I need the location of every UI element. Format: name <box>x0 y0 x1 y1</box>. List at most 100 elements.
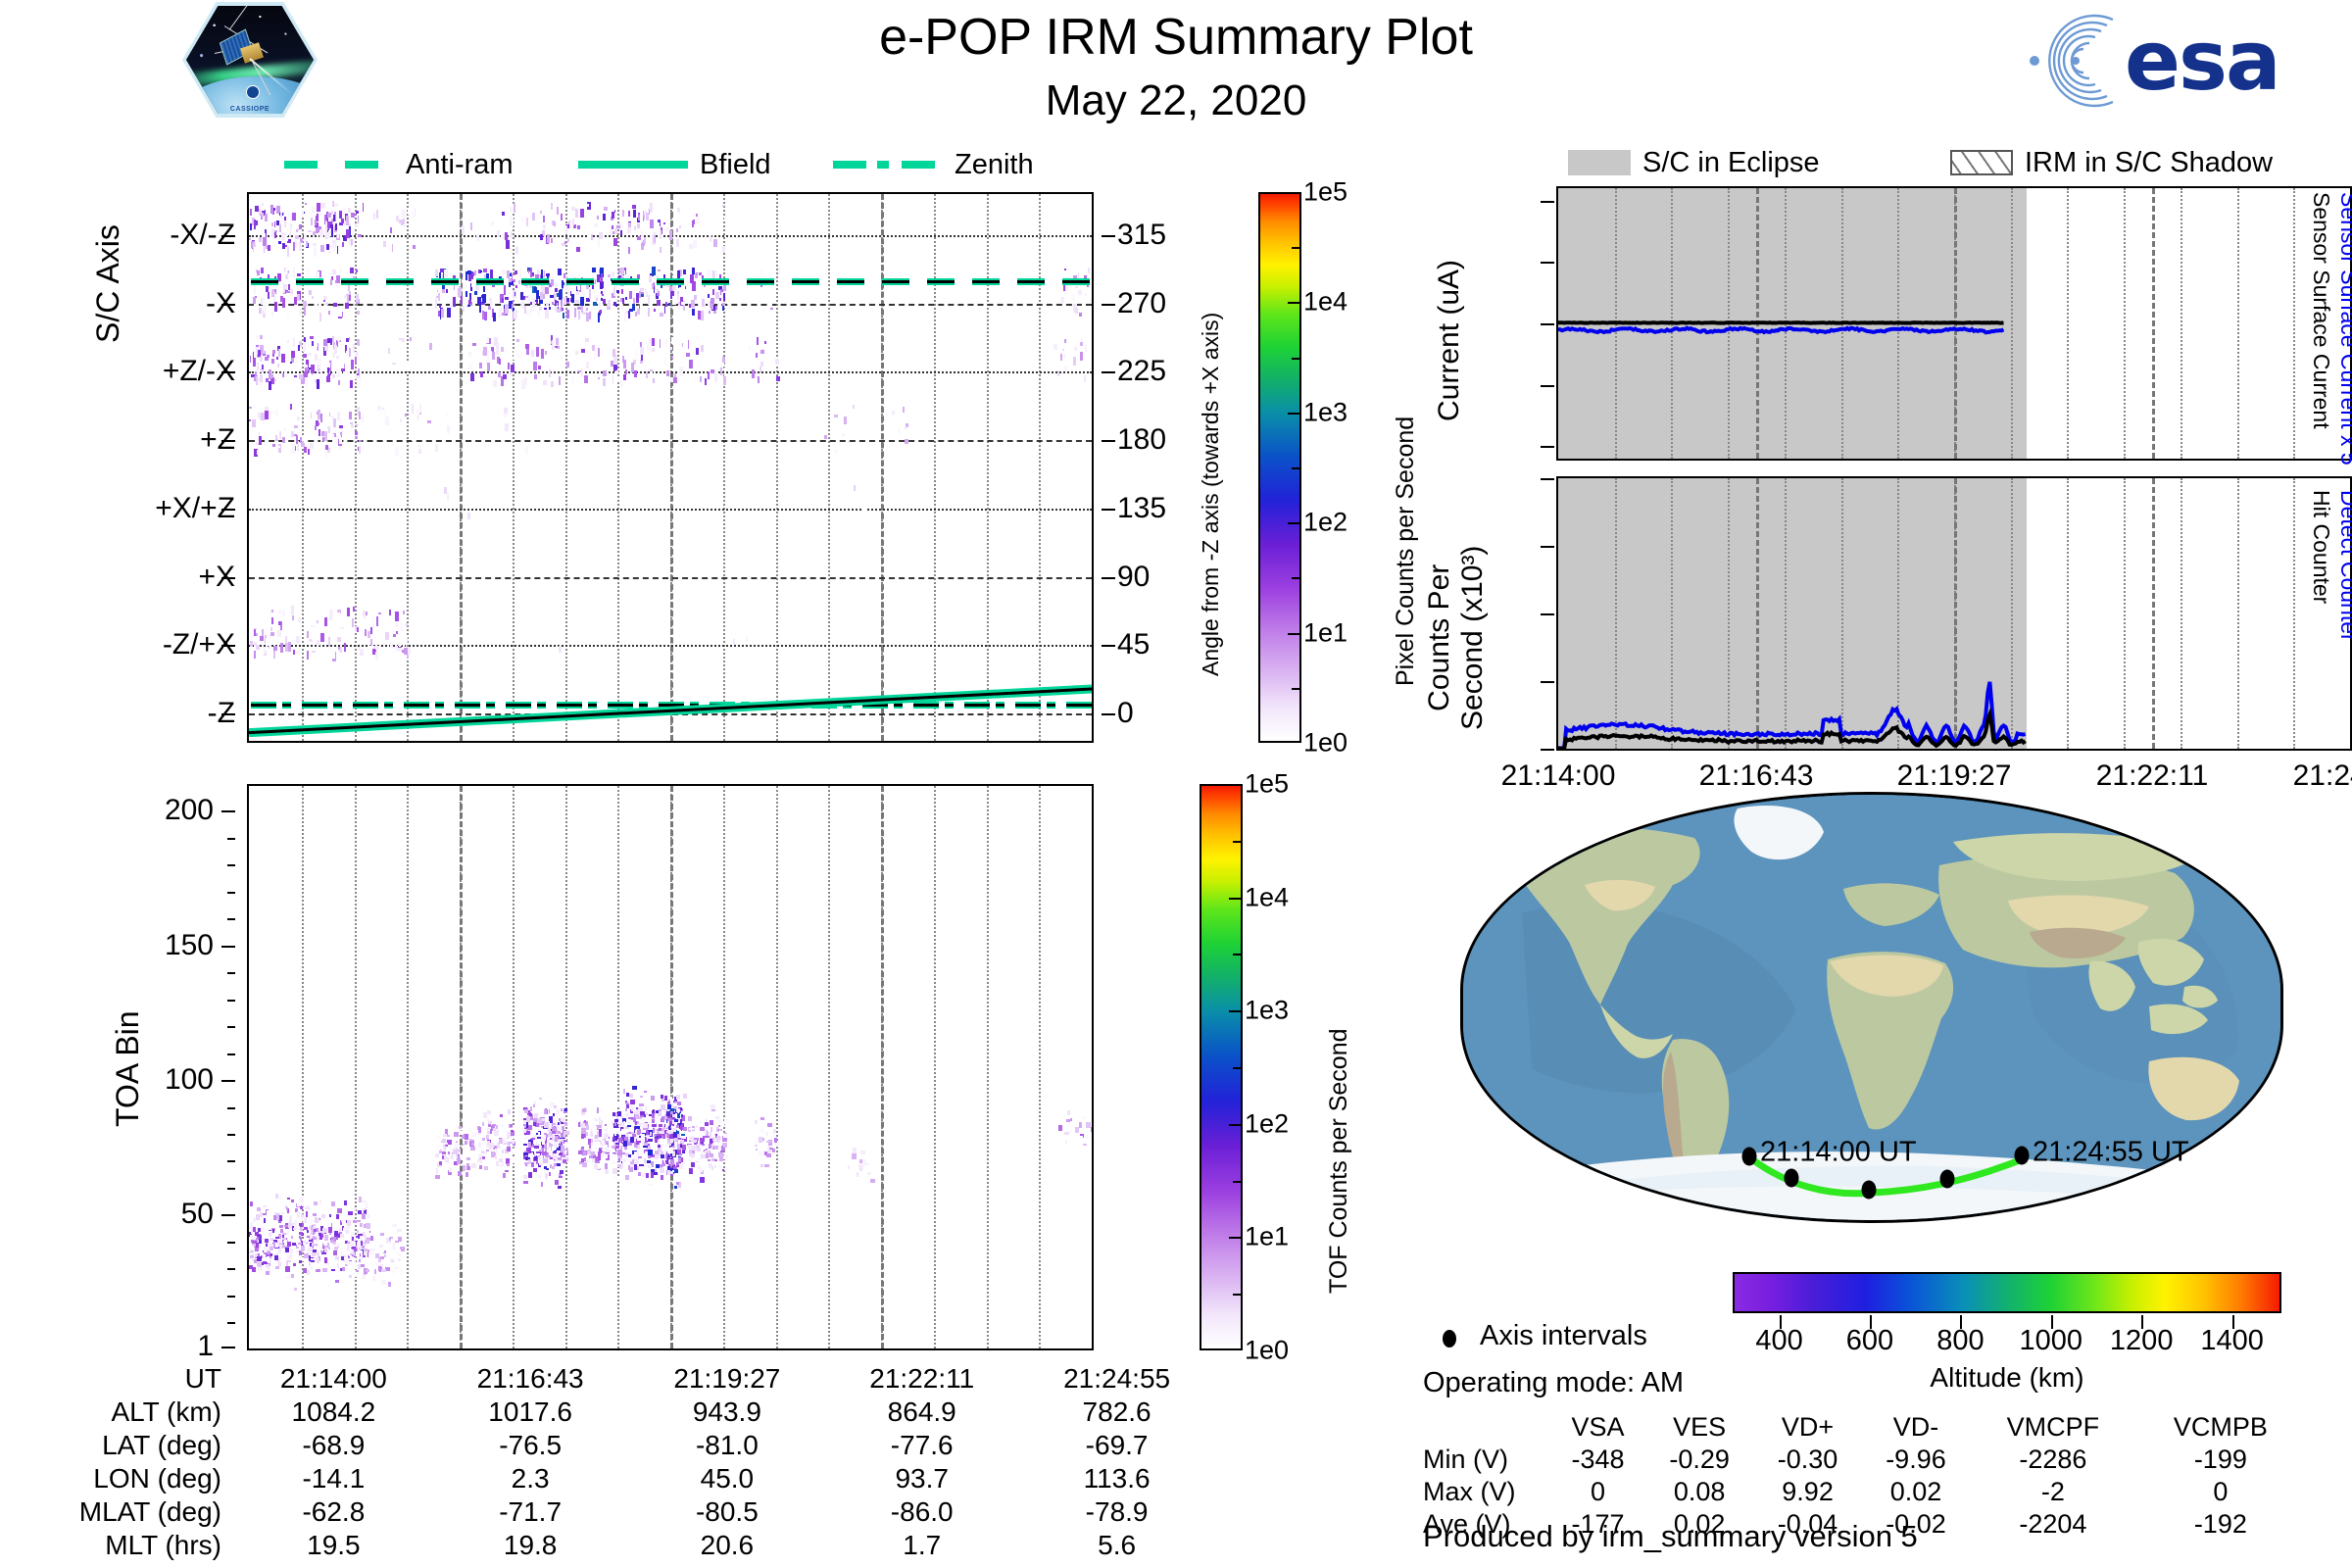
spectrogram-pixel <box>1071 294 1075 305</box>
zenith-overlay-dash-core <box>913 703 939 707</box>
colorbar-tick-mark <box>1288 412 1301 415</box>
spectrogram-pixel <box>268 274 270 281</box>
spectrogram-pixel <box>576 281 581 291</box>
toa-bin-pixel <box>644 1137 647 1143</box>
toa-bin-pixel <box>322 1227 327 1233</box>
band-separator <box>249 371 1092 374</box>
zenith-overlay-dot-core <box>945 703 954 707</box>
spectrogram-pixel <box>319 228 324 238</box>
spectrogram-pixel <box>571 206 575 211</box>
toa-bin-pixel <box>281 1250 285 1255</box>
spectrogram-pixel <box>321 202 326 209</box>
spectrogram-pixel <box>402 337 405 342</box>
toa-bin-pixel <box>673 1102 677 1107</box>
spectrogram-pixel <box>561 280 564 288</box>
toa-bin-pixel <box>351 1232 355 1236</box>
spectrogram-pixel <box>551 381 554 387</box>
spectrogram-pixel <box>514 292 516 296</box>
toa-bin-pixel <box>760 1150 764 1155</box>
spectrogram-pixel <box>502 313 506 316</box>
panel-a-y-tick-Z: -Z <box>207 697 235 730</box>
spectrogram-pixel <box>709 235 712 242</box>
spectrogram-pixel <box>620 288 624 295</box>
spectrogram-pixel <box>339 419 342 429</box>
panel-a-angle-tick-315: 315 <box>1117 218 1167 251</box>
spectrogram-pixel <box>338 647 341 650</box>
spectrogram-pixel <box>536 269 540 277</box>
toa-bin-pixel <box>548 1134 551 1137</box>
spectrogram-pixel <box>507 363 511 370</box>
toa-bin-spectrogram-plot[interactable] <box>247 784 1094 1350</box>
spectrogram-pixel <box>602 377 606 386</box>
ground-track-map[interactable]: 21:14:00 UT 21:24:55 UT <box>1460 792 2283 1223</box>
spectrogram-pixel <box>1063 354 1066 359</box>
toa-bin-pixel <box>543 1158 549 1164</box>
toa-bin-pixel <box>708 1163 713 1169</box>
toa-bin-pixel <box>598 1133 602 1137</box>
spectrogram-pixel <box>331 226 334 237</box>
spectrogram-pixel <box>304 336 307 342</box>
grid-line-vertical <box>986 786 989 1348</box>
spectrogram-pixel <box>282 436 286 444</box>
toa-bin-pixel <box>273 1255 278 1261</box>
spectrogram-pixel <box>332 436 337 445</box>
toa-bin-pixel <box>337 1227 341 1232</box>
anti-ram-overlay-dash-core <box>792 280 819 284</box>
spectrogram-pixel <box>612 213 614 219</box>
toa-bin-pixel <box>289 1249 293 1254</box>
toa-bin-pixel <box>306 1205 310 1210</box>
spectrogram-pixel <box>293 268 296 277</box>
zenith-overlay-dash-core <box>506 703 531 707</box>
spectrogram-pixel <box>625 310 629 314</box>
spectrogram-pixel <box>755 372 758 379</box>
sensor-current-plot[interactable] <box>1556 186 2352 461</box>
spectrogram-pixel <box>333 344 337 355</box>
colorbar-tick-mark <box>1288 302 1301 305</box>
spectrogram-pixel <box>693 239 697 249</box>
spectrogram-pixel <box>632 303 635 311</box>
toa-bin-pixel <box>656 1116 662 1120</box>
toa-bin-pixel <box>305 1211 309 1217</box>
spectrogram-pixel <box>353 343 356 354</box>
spectrogram-pixel <box>344 303 349 309</box>
toa-bin-pixel <box>278 1194 282 1200</box>
spectrogram-pixel <box>761 290 765 293</box>
spectrogram-pixel <box>493 343 496 347</box>
spectrogram-pixel <box>610 217 613 221</box>
toa-bin-pixel <box>590 1143 594 1146</box>
sc-axis-spectrogram-plot[interactable] <box>247 192 1094 743</box>
colorbar-tick-1e5: 1e5 <box>1303 176 1348 207</box>
spectrogram-pixel <box>314 247 318 257</box>
toa-bin-pixel <box>470 1147 475 1152</box>
spectrogram-pixel <box>466 299 469 308</box>
zenith-line-swatch <box>833 154 943 175</box>
spectrogram-pixel <box>331 433 335 440</box>
spectrogram-pixel <box>279 620 282 631</box>
spectrogram-pixel <box>304 434 306 444</box>
toa-bin-pixel <box>303 1243 308 1246</box>
toa-bin-pixel <box>604 1140 609 1144</box>
toa-bin-pixel <box>648 1150 654 1156</box>
spectrogram-pixel <box>302 342 306 353</box>
spectrogram-pixel <box>327 311 330 316</box>
toa-bin-pixel <box>314 1245 317 1249</box>
spectrogram-pixel <box>342 234 347 241</box>
toa-bin-pixel <box>598 1117 602 1124</box>
colorbar-tick-mark <box>1229 1123 1243 1126</box>
toa-bin-pixel <box>652 1123 657 1128</box>
toa-bin-pixel <box>857 1171 859 1178</box>
spectrogram-pixel <box>365 611 368 615</box>
spectrogram-pixel <box>559 299 564 306</box>
spectrogram-pixel <box>488 298 491 302</box>
spectrogram-pixel <box>718 286 722 290</box>
toa-bin-pixel <box>310 1230 314 1236</box>
counts-per-second-plot[interactable] <box>1556 476 2352 751</box>
toa-bin-pixel <box>285 1248 289 1252</box>
toa-bin-pixel <box>285 1266 290 1273</box>
spectrogram-pixel <box>561 242 565 246</box>
spectrogram-pixel <box>277 241 281 245</box>
colorbar-tick-1e2: 1e2 <box>1245 1108 1290 1139</box>
panel-b-y-minor-tick <box>227 1187 235 1190</box>
spectrogram-pixel <box>558 289 562 300</box>
toa-bin-pixel <box>766 1123 772 1127</box>
